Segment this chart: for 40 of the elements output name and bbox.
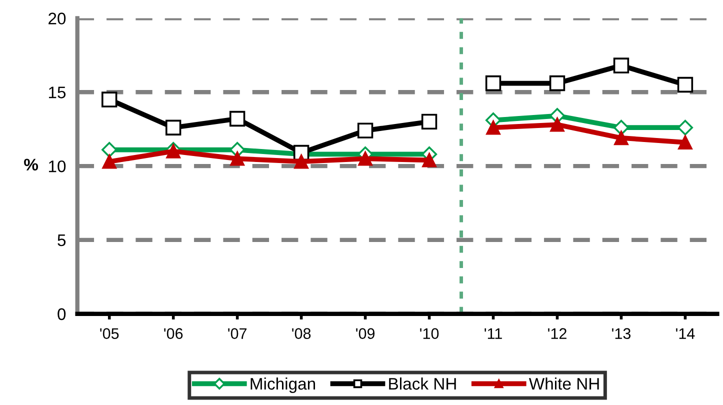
x-tick-label: '08 xyxy=(292,328,311,339)
y-axis-title: % xyxy=(24,158,38,170)
point xyxy=(165,120,182,136)
x-tick-label: '09 xyxy=(356,328,375,339)
point xyxy=(485,75,502,92)
point xyxy=(230,152,244,166)
legend-label: Michigan xyxy=(250,377,316,394)
x-tick-label: '14 xyxy=(676,328,695,339)
point xyxy=(102,154,117,169)
point xyxy=(358,152,372,166)
point xyxy=(613,120,630,136)
y-tick-label: 0 xyxy=(58,308,66,320)
point xyxy=(421,114,438,130)
point xyxy=(613,58,630,74)
point xyxy=(422,152,436,168)
legend-label: White NH xyxy=(528,377,599,390)
point xyxy=(486,120,500,135)
x-tick-label: '11 xyxy=(484,328,502,339)
point xyxy=(549,75,566,92)
x-tick-label: '10 xyxy=(420,328,439,339)
y-tick-label: 15 xyxy=(48,86,66,98)
point xyxy=(678,135,692,150)
x-tick-label: '13 xyxy=(612,328,631,339)
y-tick-label: 20 xyxy=(48,12,66,24)
point xyxy=(294,154,308,169)
point xyxy=(677,76,694,93)
point xyxy=(550,118,564,132)
y-tick-label: 5 xyxy=(58,234,66,246)
point xyxy=(102,92,118,108)
x-tick-label: '06 xyxy=(164,328,183,339)
point xyxy=(677,120,694,136)
legend-label: Black NH xyxy=(389,377,456,390)
point xyxy=(102,142,118,158)
x-tick-label: '07 xyxy=(228,328,247,339)
x-tick-label: '12 xyxy=(548,328,566,339)
x-tick-label: '05 xyxy=(100,328,119,339)
point xyxy=(357,122,374,138)
point xyxy=(229,110,246,127)
y-tick-label: 10 xyxy=(48,160,66,172)
point xyxy=(614,130,628,146)
